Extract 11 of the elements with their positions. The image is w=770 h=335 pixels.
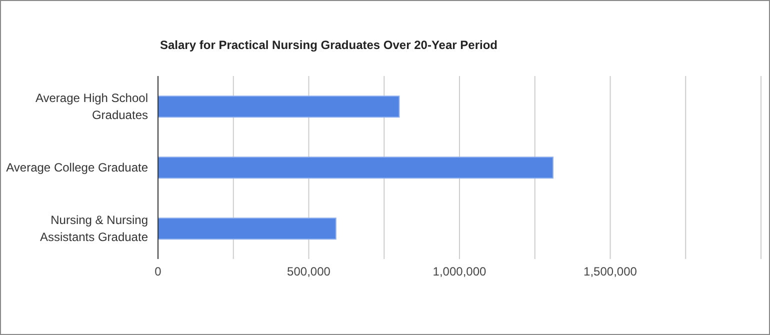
y-tick-label: Average High School Graduates — [35, 91, 148, 122]
y-tick-label: Nursing & Nursing Assistants Graduate — [40, 213, 148, 244]
bar — [158, 96, 400, 118]
chart-title: Salary for Practical Nursing Graduates Over 20-Year Period — [160, 38, 498, 52]
x-tick-label: 1,500,000 — [584, 264, 638, 279]
bar — [158, 218, 336, 240]
x-tick-label: 500,000 — [287, 264, 331, 279]
x-tick-label: 1,000,000 — [432, 264, 487, 279]
bar — [158, 156, 554, 179]
x-tick-label: 0 — [154, 264, 162, 279]
y-tick-label: Average College Graduate — [6, 160, 148, 174]
